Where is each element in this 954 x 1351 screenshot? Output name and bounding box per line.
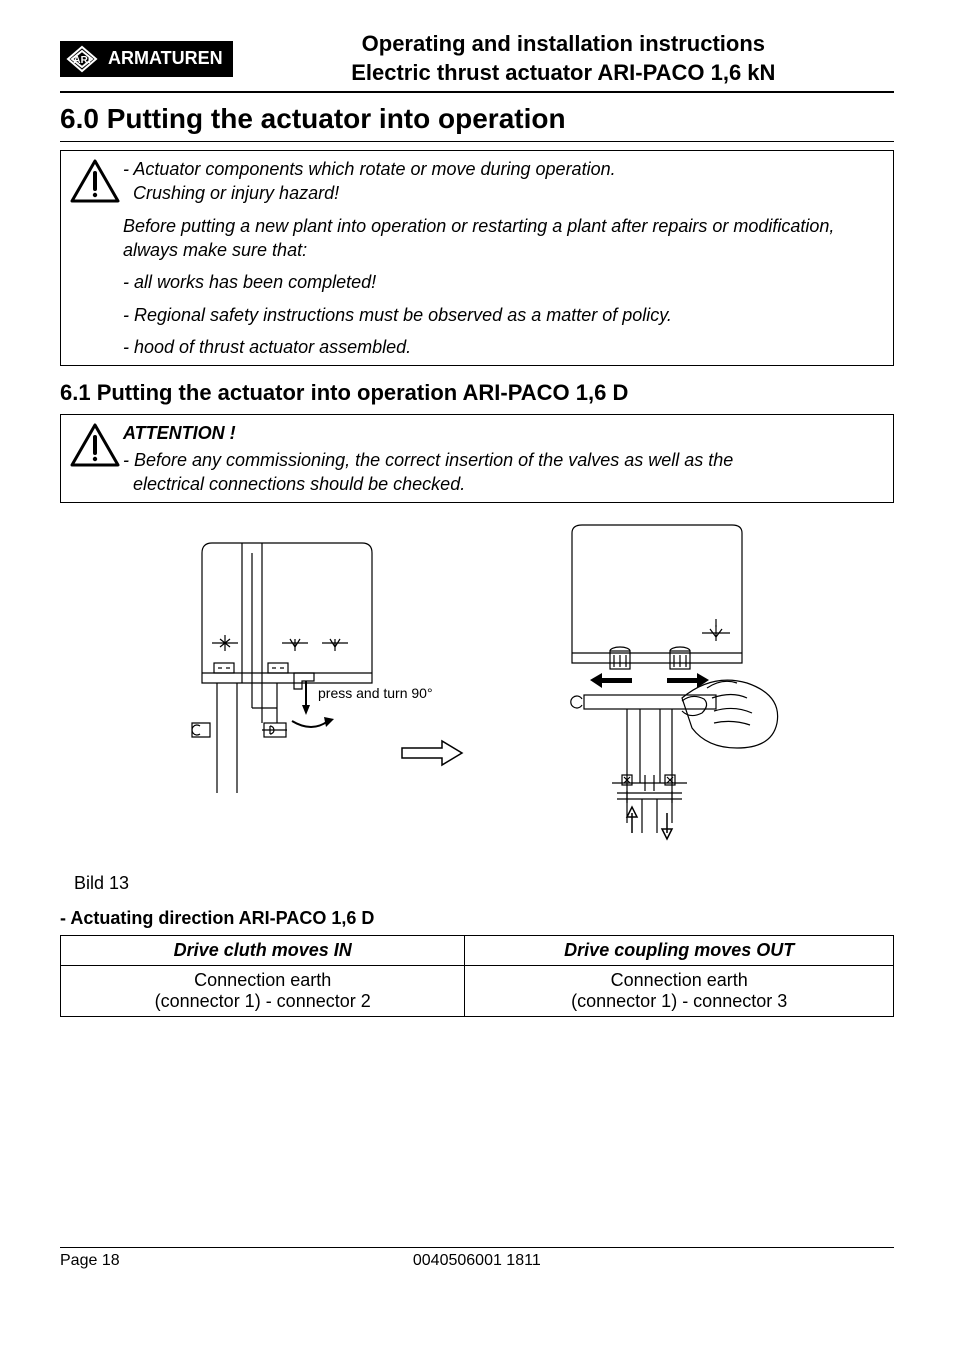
warn1-bullet3: - hood of thrust actuator assembled. [123, 335, 883, 359]
footer-docnum: 0040506001 1811 [413, 1252, 541, 1270]
dir-col2-r2: (connector 1) - connector 3 [571, 991, 787, 1011]
header-title-line1: Operating and installation instructions [233, 30, 894, 59]
dir-col1-r2: (connector 1) - connector 2 [155, 991, 371, 1011]
header-title-block: Operating and installation instructions … [233, 30, 894, 87]
press-turn-label: press and turn 90° [318, 685, 433, 701]
header-rule [60, 91, 894, 93]
diagram-right [532, 523, 812, 863]
diagram-area: press and turn 90° [60, 523, 894, 863]
warn1-line1: - Actuator components which rotate or mo… [123, 157, 883, 181]
warn1-bullet1: - all works has been completed! [123, 270, 883, 294]
svg-text:ARI: ARI [73, 55, 90, 66]
actuating-direction-heading: - Actuating direction ARI-PACO 1,6 D [60, 908, 894, 929]
subsection-heading: 6.1 Putting the actuator into operation … [60, 380, 894, 406]
warn2-heading: ATTENTION ! [123, 421, 883, 445]
page-header: ARI ARMATUREN Operating and installation… [60, 30, 894, 87]
warn1-line2: Crushing or injury hazard! [123, 181, 883, 205]
section-heading: 6.0 Putting the actuator into operation [60, 103, 894, 135]
diagram-left: press and turn 90° [142, 523, 502, 863]
figure-label: Bild 13 [74, 873, 894, 894]
logo-diamond-icon: ARI [60, 41, 104, 77]
dir-col2-r1: Connection earth [611, 970, 748, 990]
warning-2-body: ATTENTION ! - Before any commissioning, … [123, 421, 883, 496]
footer-page: Page 18 [60, 1252, 120, 1270]
section-rule [60, 141, 894, 142]
warning-box-2: ATTENTION ! - Before any commissioning, … [60, 414, 894, 503]
warn1-bullet2: - Regional safety instructions must be o… [123, 303, 883, 327]
warn2-text: - Before any commissioning, the correct … [123, 448, 883, 497]
header-title-line2: Electric thrust actuator ARI-PACO 1,6 kN [233, 59, 894, 88]
page-footer: Page 18 0040506001 1811 [60, 1247, 894, 1270]
dir-col1-head: Drive cluth moves IN [61, 936, 465, 966]
dir-col1-cell: Connection earth (connector 1) - connect… [61, 966, 465, 1017]
brand-logo: ARI ARMATUREN [60, 41, 233, 77]
dir-col2-cell: Connection earth (connector 1) - connect… [465, 966, 894, 1017]
warn1-line3: Before putting a new plant into operatio… [123, 214, 883, 263]
dir-col2-head: Drive coupling moves OUT [465, 936, 894, 966]
warning-triangle-icon [67, 421, 123, 496]
direction-table: Drive cluth moves IN Drive coupling move… [60, 935, 894, 1017]
dir-col1-r1: Connection earth [194, 970, 331, 990]
warning-1-body: - Actuator components which rotate or mo… [123, 157, 883, 359]
logo-text: ARMATUREN [104, 48, 223, 69]
warning-box-1: - Actuator components which rotate or mo… [60, 150, 894, 366]
warning-triangle-icon [67, 157, 123, 359]
